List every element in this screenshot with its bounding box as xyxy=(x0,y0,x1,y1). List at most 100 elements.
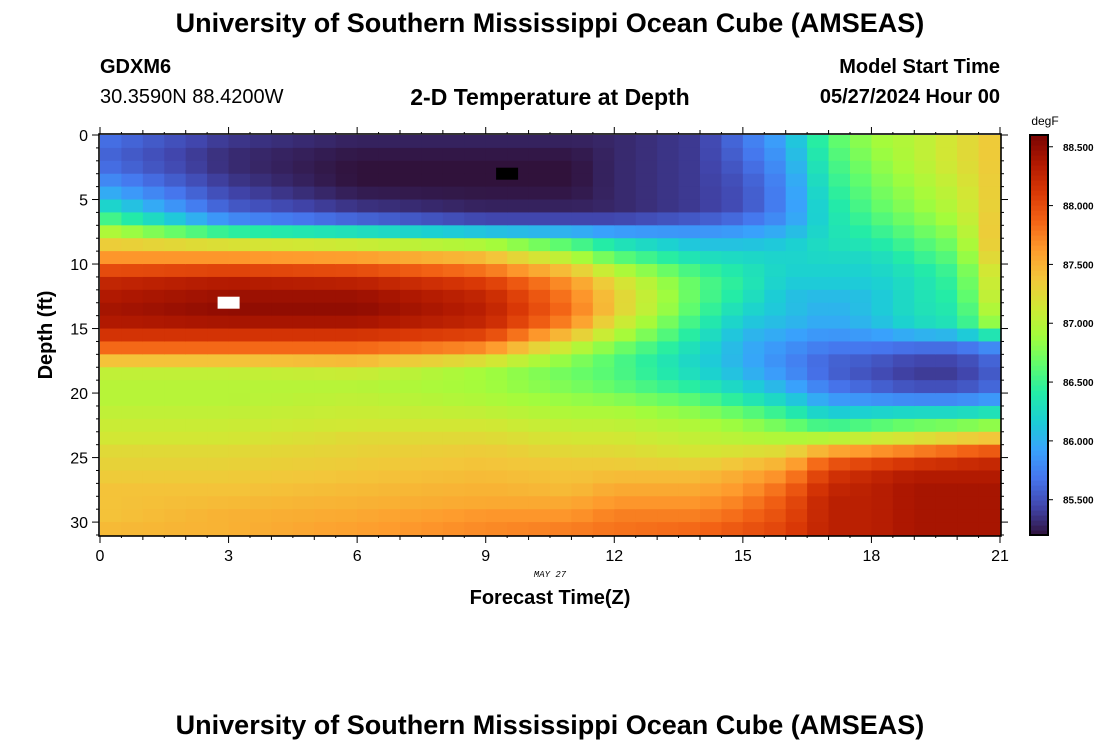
heatmap-cell xyxy=(550,431,573,446)
heatmap-cell xyxy=(314,367,337,381)
heatmap-cell xyxy=(421,225,444,239)
heatmap-cell xyxy=(571,341,594,355)
heatmap-cell xyxy=(121,225,144,239)
heatmap-cell xyxy=(207,315,230,330)
heatmap-cell xyxy=(592,444,615,459)
heatmap-cell xyxy=(335,509,358,523)
heatmap-cell xyxy=(314,276,337,291)
heatmap-cell xyxy=(614,276,637,291)
heatmap-cell xyxy=(292,199,315,214)
heatmap-cell xyxy=(378,418,401,433)
heatmap-cell xyxy=(271,367,294,381)
heatmap-cell xyxy=(678,509,701,523)
colorbar-segment xyxy=(1030,305,1048,311)
heatmap-cell xyxy=(528,354,551,368)
heatmap-cell xyxy=(485,367,508,381)
heatmap-cell xyxy=(250,522,273,536)
heatmap-cell xyxy=(721,147,744,162)
heatmap-cell xyxy=(292,367,315,381)
heatmap-cell xyxy=(121,354,144,368)
colorbar: 88.500 88.000 87.500 87.000 86.500 86.000 85.5… xyxy=(1029,134,1094,536)
heatmap-cell xyxy=(678,238,701,252)
heatmap-cell xyxy=(657,328,680,343)
heatmap-cell xyxy=(400,328,423,343)
heatmap-cell xyxy=(871,135,894,149)
heatmap-cell xyxy=(378,367,401,381)
heatmap-cell xyxy=(400,173,423,188)
heatmap-cell xyxy=(892,457,915,472)
heatmap-cell xyxy=(914,264,937,278)
heatmap-cell xyxy=(571,444,594,459)
colorbar-tick-label: 87.500 xyxy=(1063,260,1094,271)
heatmap-cell xyxy=(935,251,958,265)
heatmap-cell xyxy=(657,264,680,278)
heatmap-cell xyxy=(442,509,465,523)
heatmap-cell xyxy=(121,315,144,330)
heatmap-cell xyxy=(742,135,765,149)
heatmap-cell xyxy=(421,212,444,226)
heatmap-cell xyxy=(935,509,958,523)
heatmap-cell xyxy=(121,509,144,523)
heatmap-cell xyxy=(228,238,251,252)
heatmap-cell xyxy=(978,496,1001,510)
colorbar-segment xyxy=(1030,465,1048,471)
heatmap-cell xyxy=(571,496,594,510)
heatmap-cell xyxy=(164,522,187,536)
heatmap-cell xyxy=(807,354,830,368)
heatmap-cell xyxy=(721,367,744,381)
heatmap-cell xyxy=(207,264,230,278)
heatmap-cell xyxy=(314,393,337,407)
heatmap-cell xyxy=(571,160,594,175)
heatmap-cell xyxy=(614,431,637,446)
heatmap-cell xyxy=(850,173,873,188)
colorbar-segment xyxy=(1030,205,1048,211)
heatmap-cell xyxy=(871,212,894,226)
heatmap-cell xyxy=(935,276,958,291)
heatmap-cell xyxy=(914,380,937,394)
heatmap-cell xyxy=(592,225,615,239)
heatmap-cell xyxy=(871,302,894,317)
heatmap-cell xyxy=(357,199,380,214)
heatmap-cell xyxy=(185,315,208,330)
heatmap-cell xyxy=(507,289,530,304)
heatmap-cell xyxy=(485,328,508,343)
heatmap-cell xyxy=(785,496,808,510)
heatmap-cell xyxy=(914,393,937,407)
heatmap-cell xyxy=(550,496,573,510)
colorbar-segment xyxy=(1030,265,1048,271)
heatmap-cell xyxy=(271,522,294,536)
heatmap-cell xyxy=(357,380,380,394)
heatmap-cell xyxy=(250,225,273,239)
heatmap-cell xyxy=(357,444,380,459)
heatmap-cell xyxy=(721,444,744,459)
heatmap-cell xyxy=(271,212,294,226)
heatmap-cell xyxy=(914,302,937,317)
heatmap-cell xyxy=(378,354,401,368)
heatmap-cell xyxy=(828,522,851,536)
heatmap-cell xyxy=(142,264,165,278)
heatmap-cell xyxy=(378,199,401,214)
heatmap-cell xyxy=(764,341,787,355)
colorbar-segment xyxy=(1030,260,1048,266)
colorbar-segment xyxy=(1030,170,1048,176)
heatmap-cell xyxy=(785,199,808,214)
heatmap-cell xyxy=(271,393,294,407)
heatmap-cell xyxy=(528,444,551,459)
x-axis-title: Forecast Time(Z) xyxy=(470,587,631,609)
heatmap-cell xyxy=(614,341,637,355)
heatmap-cell xyxy=(785,341,808,355)
heatmap-cell xyxy=(614,444,637,459)
heatmap-cell xyxy=(185,160,208,175)
heatmap-cell xyxy=(121,470,144,484)
heatmap-cell xyxy=(528,328,551,343)
heatmap-cell xyxy=(935,238,958,252)
heatmap-cell xyxy=(828,509,851,523)
heatmap-cell xyxy=(121,186,144,201)
heatmap-cell xyxy=(871,160,894,175)
heatmap-cell xyxy=(700,276,723,291)
heatmap-cell xyxy=(935,225,958,239)
heatmap-cell xyxy=(828,212,851,226)
heatmap-cell xyxy=(828,289,851,304)
heatmap-cell xyxy=(807,496,830,510)
heatmap-cell xyxy=(764,418,787,433)
